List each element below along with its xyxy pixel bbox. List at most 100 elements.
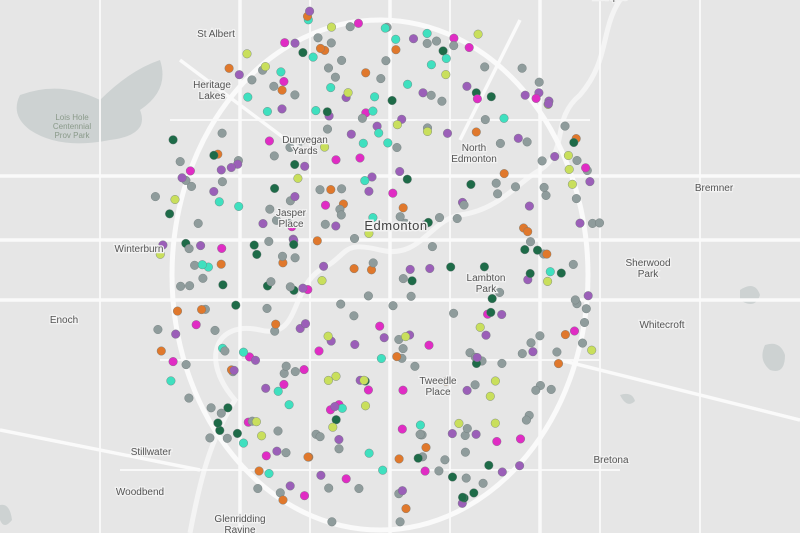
map-point[interactable] bbox=[315, 185, 325, 195]
map-point[interactable] bbox=[432, 36, 442, 46]
map-point[interactable] bbox=[336, 210, 346, 220]
map-point[interactable] bbox=[374, 128, 384, 138]
map-point[interactable] bbox=[285, 142, 295, 152]
map-point[interactable] bbox=[321, 200, 331, 210]
map-point[interactable] bbox=[217, 243, 227, 253]
map-point[interactable] bbox=[337, 184, 347, 194]
map-point[interactable] bbox=[320, 142, 330, 152]
map-point[interactable] bbox=[526, 237, 536, 247]
map-point[interactable] bbox=[272, 446, 282, 456]
map-point[interactable] bbox=[197, 260, 207, 270]
map-point[interactable] bbox=[401, 504, 411, 514]
map-point[interactable] bbox=[209, 150, 219, 160]
map-point[interactable] bbox=[422, 38, 432, 48]
map-point[interactable] bbox=[196, 241, 206, 251]
map-point[interactable] bbox=[441, 70, 451, 80]
map-point[interactable] bbox=[437, 96, 447, 106]
map-point[interactable] bbox=[264, 136, 274, 146]
map-point[interactable] bbox=[243, 92, 253, 102]
map-point[interactable] bbox=[531, 93, 541, 103]
map-point[interactable] bbox=[423, 217, 433, 227]
map-point[interactable] bbox=[387, 95, 397, 105]
map-point[interactable] bbox=[270, 183, 280, 193]
map-point[interactable] bbox=[521, 415, 531, 425]
map-point[interactable] bbox=[379, 333, 389, 343]
map-point[interactable] bbox=[323, 331, 333, 341]
map-point[interactable] bbox=[526, 338, 536, 348]
map-point[interactable] bbox=[265, 204, 275, 214]
map-point[interactable] bbox=[328, 422, 338, 432]
map-point[interactable] bbox=[376, 74, 386, 84]
map-point[interactable] bbox=[168, 135, 178, 145]
map-point[interactable] bbox=[531, 385, 541, 395]
map-point[interactable] bbox=[258, 219, 268, 229]
map-point[interactable] bbox=[284, 218, 294, 228]
map-point[interactable] bbox=[171, 329, 181, 339]
map-point[interactable] bbox=[280, 38, 290, 48]
map-point[interactable] bbox=[218, 280, 228, 290]
map-point[interactable] bbox=[473, 29, 483, 39]
map-point[interactable] bbox=[158, 240, 168, 250]
map-point[interactable] bbox=[349, 311, 359, 321]
map-point[interactable] bbox=[247, 75, 257, 85]
map-point[interactable] bbox=[497, 358, 507, 368]
map-point[interactable] bbox=[298, 283, 308, 293]
map-point[interactable] bbox=[423, 126, 433, 136]
map-point[interactable] bbox=[330, 402, 340, 412]
map-point[interactable] bbox=[324, 483, 334, 493]
map-point[interactable] bbox=[490, 376, 500, 386]
map-point[interactable] bbox=[378, 465, 388, 475]
map-point[interactable] bbox=[524, 201, 534, 211]
map-point[interactable] bbox=[326, 185, 336, 195]
map-point[interactable] bbox=[516, 434, 526, 444]
map-point[interactable] bbox=[560, 121, 570, 131]
map-point[interactable] bbox=[364, 186, 374, 196]
map-point[interactable] bbox=[388, 188, 398, 198]
map-point[interactable] bbox=[383, 138, 393, 148]
map-point[interactable] bbox=[585, 177, 595, 187]
map-point[interactable] bbox=[185, 281, 195, 291]
map-point[interactable] bbox=[232, 428, 242, 438]
map-point[interactable] bbox=[400, 218, 410, 228]
map-point[interactable] bbox=[535, 331, 545, 341]
map-point[interactable] bbox=[155, 249, 165, 259]
map-point[interactable] bbox=[569, 137, 579, 147]
map-point[interactable] bbox=[388, 301, 398, 311]
map-point[interactable] bbox=[447, 429, 457, 439]
map-point[interactable] bbox=[290, 38, 300, 48]
map-point[interactable] bbox=[448, 472, 458, 482]
map-point[interactable] bbox=[572, 155, 582, 165]
map-point[interactable] bbox=[550, 151, 560, 161]
map-point[interactable] bbox=[533, 245, 543, 255]
map-point[interactable] bbox=[587, 345, 597, 355]
map-point[interactable] bbox=[367, 172, 377, 182]
map-point[interactable] bbox=[435, 213, 445, 223]
map-point[interactable] bbox=[272, 215, 282, 225]
map-point[interactable] bbox=[583, 291, 593, 301]
map-point[interactable] bbox=[322, 107, 332, 117]
map-point[interactable] bbox=[392, 142, 402, 152]
map-point[interactable] bbox=[401, 332, 411, 342]
map-point[interactable] bbox=[320, 219, 330, 229]
map-point[interactable] bbox=[285, 481, 295, 491]
map-point[interactable] bbox=[522, 137, 532, 147]
map-point[interactable] bbox=[406, 291, 416, 301]
map-point[interactable] bbox=[281, 448, 291, 458]
map-point[interactable] bbox=[337, 403, 347, 413]
map-point[interactable] bbox=[312, 236, 322, 246]
map-point[interactable] bbox=[395, 212, 405, 222]
map-point[interactable] bbox=[392, 120, 402, 130]
map-point[interactable] bbox=[293, 173, 303, 183]
map-point[interactable] bbox=[470, 380, 480, 390]
map-point[interactable] bbox=[395, 166, 405, 176]
map-point[interactable] bbox=[426, 90, 436, 100]
map-point[interactable] bbox=[542, 249, 552, 259]
map-point[interactable] bbox=[177, 173, 187, 183]
map-point[interactable] bbox=[308, 52, 318, 62]
map-point[interactable] bbox=[350, 340, 360, 350]
map-point[interactable] bbox=[285, 282, 295, 292]
map-point[interactable] bbox=[257, 431, 267, 441]
map-point[interactable] bbox=[223, 403, 233, 413]
map-point[interactable] bbox=[343, 88, 353, 98]
map-point[interactable] bbox=[422, 28, 432, 38]
